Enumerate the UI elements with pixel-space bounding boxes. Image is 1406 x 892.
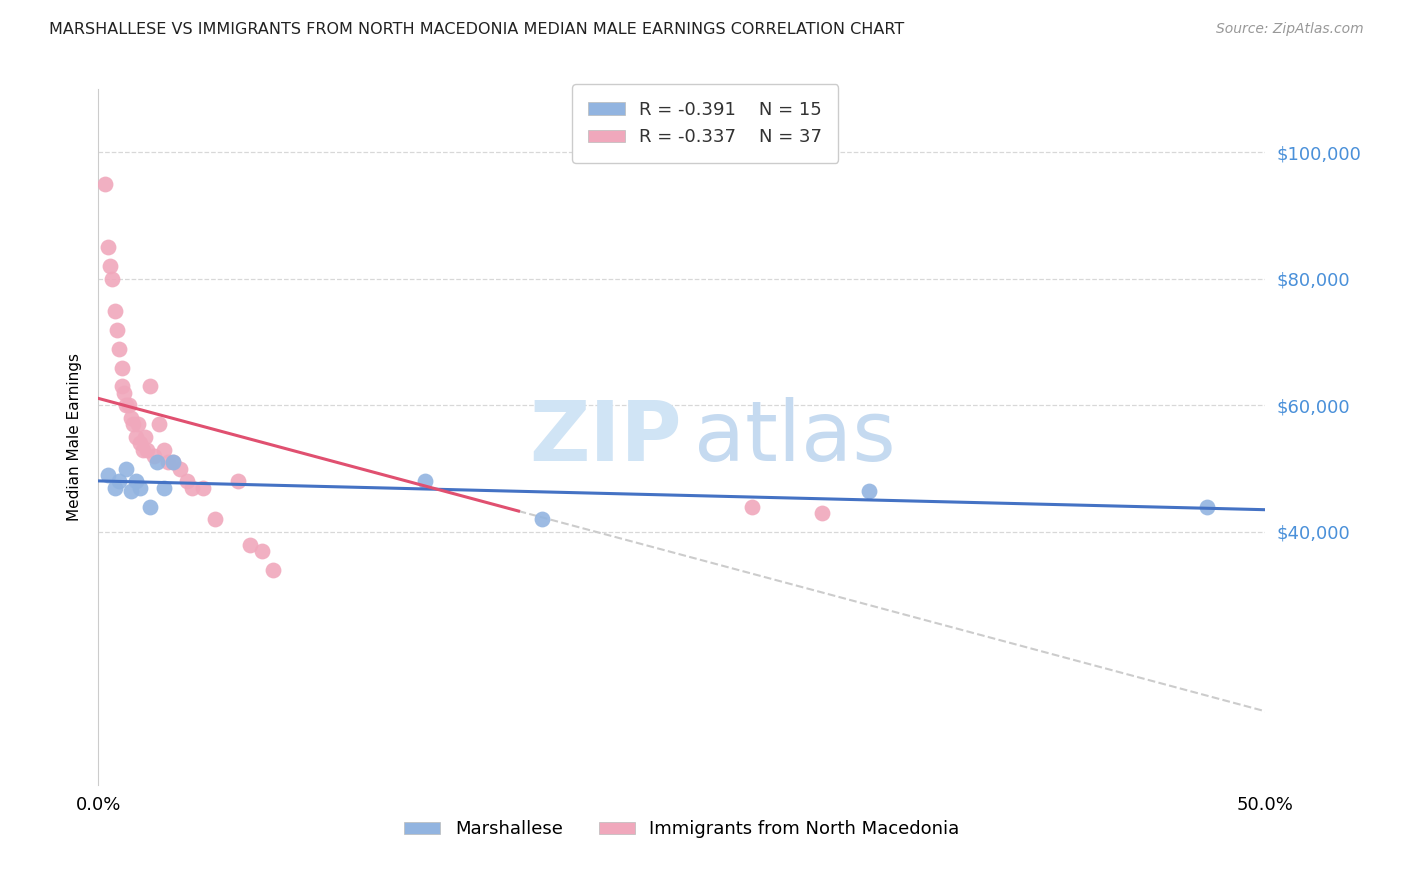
Point xyxy=(228,475,250,489)
Point xyxy=(125,430,148,444)
Text: ZIP: ZIP xyxy=(530,397,682,477)
Point xyxy=(162,455,184,469)
Point xyxy=(129,481,152,495)
Point xyxy=(858,483,880,498)
Point xyxy=(143,449,166,463)
Point xyxy=(136,442,159,457)
Point xyxy=(115,399,138,413)
Point xyxy=(169,461,191,475)
Point xyxy=(262,563,284,577)
Point xyxy=(1195,500,1218,514)
Point xyxy=(125,475,148,489)
Text: MARSHALLESE VS IMMIGRANTS FROM NORTH MACEDONIA MEDIAN MALE EARNINGS CORRELATION : MARSHALLESE VS IMMIGRANTS FROM NORTH MAC… xyxy=(49,22,904,37)
Point xyxy=(152,481,174,495)
Text: atlas: atlas xyxy=(693,397,896,477)
Point xyxy=(129,436,152,450)
Point xyxy=(108,475,131,489)
Point xyxy=(239,538,262,552)
Point xyxy=(104,481,127,495)
Point xyxy=(122,417,145,432)
Point xyxy=(120,411,142,425)
Point xyxy=(111,379,134,393)
Point xyxy=(94,177,117,191)
Point xyxy=(176,475,198,489)
Point xyxy=(180,481,202,495)
Legend: Marshallese, Immigrants from North Macedonia: Marshallese, Immigrants from North Maced… xyxy=(396,814,967,846)
Point xyxy=(97,240,120,254)
Point xyxy=(146,455,169,469)
Y-axis label: Median Male Earnings: Median Male Earnings xyxy=(67,353,83,521)
Point xyxy=(530,512,553,526)
Point xyxy=(111,360,134,375)
Point xyxy=(115,461,138,475)
Point xyxy=(120,483,142,498)
Point xyxy=(162,455,184,469)
Point xyxy=(127,417,149,432)
Point xyxy=(204,512,226,526)
Point xyxy=(157,455,180,469)
Point xyxy=(193,481,215,495)
Point xyxy=(139,500,162,514)
Point xyxy=(134,430,156,444)
Point xyxy=(148,417,170,432)
Point xyxy=(112,385,135,400)
Point xyxy=(98,260,121,274)
Point xyxy=(811,506,834,520)
Point xyxy=(132,442,155,457)
Point xyxy=(139,379,162,393)
Point xyxy=(108,342,131,356)
Point xyxy=(741,500,763,514)
Point xyxy=(152,442,174,457)
Point xyxy=(101,272,124,286)
Point xyxy=(105,322,128,336)
Point xyxy=(97,468,120,483)
Point xyxy=(118,399,141,413)
Point xyxy=(413,475,436,489)
Text: Source: ZipAtlas.com: Source: ZipAtlas.com xyxy=(1216,22,1364,37)
Point xyxy=(104,303,127,318)
Point xyxy=(250,544,273,558)
